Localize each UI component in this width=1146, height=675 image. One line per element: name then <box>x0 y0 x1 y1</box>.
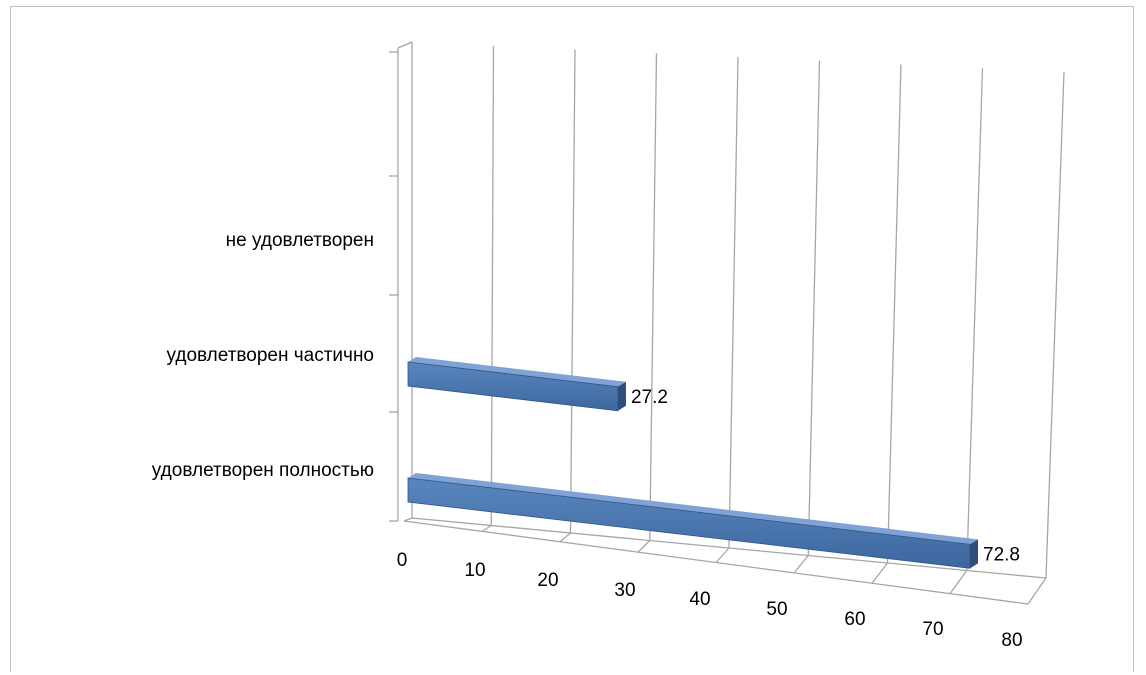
x-tick-label-40: 40 <box>689 589 710 610</box>
category-label-2: не удовлетворен <box>226 230 374 251</box>
floor-line-10 <box>481 524 492 532</box>
floor-line-40 <box>715 547 730 563</box>
floor-line-60 <box>871 562 889 584</box>
axes <box>389 41 1047 605</box>
bar-top-0 <box>408 473 978 545</box>
bar-front-0 <box>407 477 971 569</box>
floor-line-50 <box>793 555 809 574</box>
gridline-70 <box>966 68 984 571</box>
back-base-line <box>411 517 1047 579</box>
gridline-80 <box>1045 71 1065 579</box>
labels: 0 10 20 30 40 50 60 70 80 удовлетворен полностью у… <box>152 230 1023 651</box>
bar-top-1 <box>408 357 626 387</box>
x-tick-label-20: 20 <box>537 570 558 591</box>
gridline-30 <box>649 53 658 541</box>
data-label-0: 72.8 <box>983 544 1020 565</box>
gridline-40 <box>728 56 739 549</box>
x-tick-label-0: 0 <box>397 550 408 571</box>
bar-end-1 <box>617 381 626 411</box>
chart-frame <box>10 6 1134 672</box>
gridline-60 <box>886 64 902 564</box>
x-tick-label-30: 30 <box>614 580 635 601</box>
floor-line-70 <box>949 570 968 595</box>
floor-line-20 <box>559 532 571 543</box>
x-axis-line <box>403 520 1029 605</box>
gridline-20 <box>569 49 576 534</box>
x-tick-label-70: 70 <box>922 619 943 640</box>
x-tick-label-10: 10 <box>464 560 485 581</box>
floor-line-30 <box>637 540 651 553</box>
category-label-1: удовлетворен частично <box>167 345 375 366</box>
bars <box>407 357 978 569</box>
x-tick-label-60: 60 <box>844 609 865 630</box>
bar-end-0 <box>970 539 978 569</box>
x-tick-label-50: 50 <box>766 599 787 620</box>
category-label-0: удовлетворен полностью <box>152 460 374 481</box>
floor-line-80 <box>1027 577 1047 605</box>
x-tick-label-80: 80 <box>1001 630 1022 651</box>
data-label-1: 27.2 <box>631 387 668 408</box>
floor-line-0 <box>403 517 413 522</box>
gridlines <box>403 42 1065 605</box>
gridline-50 <box>807 60 821 556</box>
gridline-10 <box>490 45 495 526</box>
y-axis-top-link <box>397 41 413 49</box>
